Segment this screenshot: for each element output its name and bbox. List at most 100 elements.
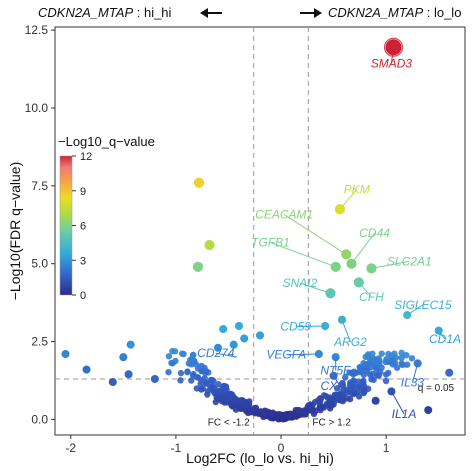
data-point bbox=[292, 406, 299, 414]
scatter-points bbox=[61, 37, 454, 423]
gene-label-vegfa: VEGFA bbox=[266, 348, 306, 362]
data-point bbox=[177, 369, 185, 377]
x-axis-title: Log2FC (lo_lo vs. hi_hi) bbox=[186, 450, 334, 466]
label-connector bbox=[341, 319, 351, 343]
legend-ticks: 12 9 6 3 0 bbox=[72, 151, 92, 302]
gene-label-cxcl1: CXCL1 bbox=[321, 379, 360, 393]
label-connector bbox=[390, 47, 395, 64]
data-point-highlight bbox=[213, 343, 223, 353]
data-point bbox=[334, 385, 341, 392]
data-point-highlight bbox=[444, 368, 454, 377]
data-point bbox=[276, 410, 283, 418]
data-point bbox=[375, 355, 382, 362]
data-point-highlight bbox=[255, 331, 265, 340]
gene-label-slc2a1: SLC2A1 bbox=[387, 254, 432, 268]
data-point-highlight bbox=[423, 405, 433, 415]
data-point bbox=[398, 349, 405, 357]
data-point bbox=[209, 382, 216, 390]
label-connector bbox=[286, 353, 319, 356]
gene-label-tgfb1: TGFB1 bbox=[251, 236, 290, 250]
x-tick-label: -2 bbox=[65, 441, 76, 455]
y-tick-label: 7.5 bbox=[31, 179, 48, 193]
data-point bbox=[188, 377, 195, 384]
y-tick-label: 0.0 bbox=[31, 412, 48, 426]
data-point-highlight bbox=[108, 377, 118, 387]
data-point bbox=[385, 369, 392, 377]
data-point-highlight bbox=[204, 239, 215, 251]
svg-text:CDKN2A_MTAP : lo_lo: CDKN2A_MTAP : lo_lo bbox=[328, 5, 461, 20]
data-point bbox=[342, 374, 349, 381]
label-connector bbox=[358, 282, 372, 298]
label-connector bbox=[333, 375, 341, 387]
data-point bbox=[199, 385, 206, 392]
legend-tick-label: 6 bbox=[80, 221, 86, 233]
y-axis-title: −Log10(FDR q−value) bbox=[7, 162, 23, 301]
gene-labels: SMAD3 PKM CEACAM1 CD44 TGFB1 SLC2A1 SNAI2 CFH SI… bbox=[197, 56, 461, 420]
data-point-highlight bbox=[119, 352, 128, 362]
label-connector bbox=[371, 260, 410, 269]
header-right: CDKN2A_MTAP : lo_lo bbox=[300, 5, 461, 20]
data-point bbox=[238, 396, 245, 404]
y-tick-label: 5.0 bbox=[31, 257, 48, 271]
data-point bbox=[398, 354, 405, 362]
x-tick-label: -1 bbox=[171, 441, 182, 455]
gene-label-snai2: SNAI2 bbox=[283, 276, 318, 290]
data-point bbox=[320, 392, 328, 399]
data-point bbox=[369, 370, 376, 378]
data-point bbox=[360, 377, 367, 385]
gene-label-cd44: CD44 bbox=[359, 226, 390, 240]
gene-label-il1a: IL1A bbox=[392, 407, 417, 421]
gene-label-pkm: PKM bbox=[344, 183, 370, 197]
data-point bbox=[179, 350, 186, 357]
data-point bbox=[339, 379, 346, 387]
data-point bbox=[355, 378, 362, 385]
y-axis-ticks: 0.0 2.5 5.0 7.5 10.0 12.5 bbox=[25, 23, 55, 426]
data-point bbox=[207, 376, 214, 384]
data-point bbox=[193, 385, 200, 392]
legend-tick-label: 9 bbox=[80, 186, 86, 198]
label-connector bbox=[438, 330, 446, 340]
threshold-lines bbox=[55, 27, 465, 435]
gene-label-ceacam1: CEACAM1 bbox=[255, 208, 313, 222]
data-point bbox=[350, 377, 357, 384]
x-tick-label: 1 bbox=[383, 441, 390, 455]
label-connector bbox=[339, 189, 358, 210]
svg-text:CDKN2A_MTAP : hi_hi: CDKN2A_MTAP : hi_hi bbox=[38, 5, 172, 20]
data-point bbox=[189, 351, 197, 359]
data-point bbox=[198, 362, 205, 370]
data-point bbox=[398, 360, 405, 367]
label-connector bbox=[411, 363, 419, 383]
data-point-highlight bbox=[150, 374, 160, 384]
data-point bbox=[378, 350, 385, 357]
gene-label-cd1a: CD1A bbox=[429, 332, 461, 346]
header-left-gene: CDKN2A_MTAP bbox=[38, 5, 133, 20]
legend-tick-label: 0 bbox=[80, 290, 86, 302]
y-tick-label: 12.5 bbox=[25, 23, 49, 37]
legend-title: −Log10_q−value bbox=[58, 134, 155, 149]
x-tick-label: 0 bbox=[278, 441, 285, 455]
legend-colorbar bbox=[59, 155, 73, 296]
data-point bbox=[172, 357, 179, 365]
header-left: CDKN2A_MTAP : hi_hi bbox=[38, 5, 222, 20]
data-point-highlight bbox=[239, 334, 249, 343]
data-point bbox=[383, 356, 390, 363]
data-point-highlight bbox=[126, 340, 135, 349]
x-axis-ticks: -2 -1 0 1 bbox=[65, 435, 390, 455]
data-point bbox=[261, 407, 269, 414]
y-tick-label: 2.5 bbox=[31, 335, 48, 349]
data-point bbox=[165, 368, 172, 376]
data-point bbox=[177, 377, 184, 384]
data-point bbox=[287, 410, 294, 417]
arrow-left-icon bbox=[200, 8, 222, 18]
data-point-highlight bbox=[61, 349, 70, 359]
data-point-highlight bbox=[371, 396, 380, 405]
data-point bbox=[331, 391, 339, 398]
header-left-group: : hi_hi bbox=[133, 5, 171, 20]
fc-right-label: FC > 1.2 bbox=[312, 418, 351, 429]
label-connector bbox=[215, 352, 237, 358]
data-point bbox=[246, 398, 253, 405]
data-point bbox=[306, 401, 314, 408]
data-point bbox=[215, 380, 222, 388]
gene-label-cd274: CD274 bbox=[197, 346, 235, 360]
